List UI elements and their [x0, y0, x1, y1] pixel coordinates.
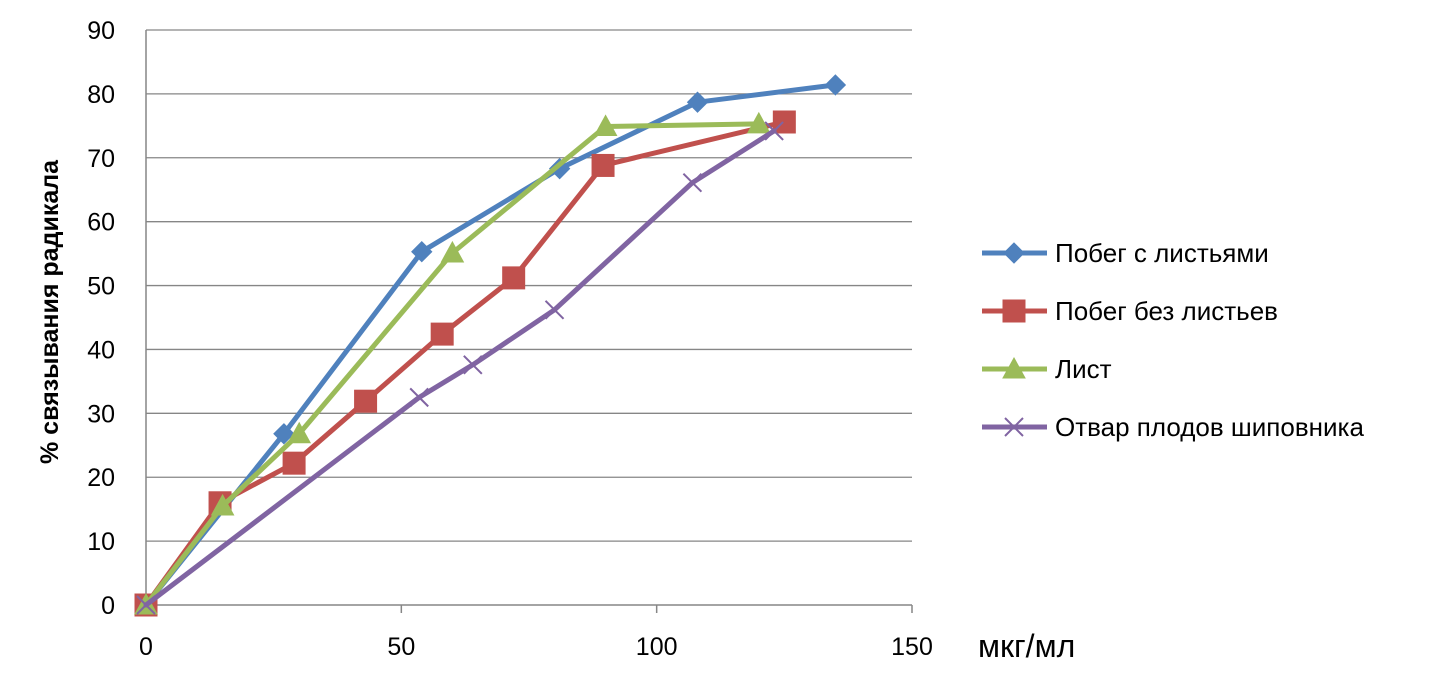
data-point: [544, 300, 565, 320]
data-point: [686, 91, 709, 113]
axes: [145, 30, 913, 613]
data-point: [593, 114, 618, 136]
x-tick-label: 50: [387, 633, 415, 661]
y-tick-label: 80: [87, 81, 115, 109]
x-axis-label: мкг/мл: [978, 628, 1075, 664]
legend-label: Отвар плодов шиповника: [1055, 412, 1364, 442]
x-tick-label: 100: [636, 633, 678, 661]
legend-marker: [1002, 356, 1026, 379]
legend-item: Отвар плодов шиповника: [982, 412, 1364, 442]
series-4: [136, 121, 784, 615]
data-point: [548, 157, 571, 180]
series-lines: [134, 74, 847, 617]
x-tick-labels: 0 50 100 150: [139, 633, 933, 661]
y-tick-label: 70: [87, 145, 115, 173]
data-point: [287, 421, 312, 444]
legend-item: Побег без листьев: [982, 296, 1278, 326]
data-point: [136, 595, 156, 615]
data-point: [764, 121, 784, 141]
data-point: [746, 111, 771, 134]
data-point: [502, 266, 526, 290]
y-tick-label: 60: [87, 209, 115, 237]
legend-marker: [1003, 242, 1025, 264]
y-tick-label: 10: [87, 528, 115, 556]
legend-label: Лист: [1055, 354, 1112, 384]
legend-item: Лист: [982, 354, 1112, 384]
data-point: [354, 389, 378, 413]
legend-label: Побег без листьев: [1055, 296, 1278, 326]
data-point: [463, 355, 483, 375]
data-point: [591, 153, 615, 177]
series-line: [143, 128, 777, 608]
data-point: [210, 493, 235, 516]
data-point: [824, 74, 847, 96]
data-point: [411, 240, 433, 263]
x-tick-label: 0: [139, 633, 153, 661]
gridlines: [146, 29, 912, 542]
data-point: [682, 172, 703, 193]
data-point: [409, 387, 429, 408]
y-tick-label: 30: [87, 400, 115, 428]
y-tick-label: 0: [101, 592, 115, 620]
data-point: [282, 451, 306, 475]
y-tick-labels: 0 10 20 30 40 50 60 70 80 90: [87, 17, 115, 620]
y-axis-label: % связывания радикала: [36, 159, 64, 464]
series-line: [143, 82, 838, 608]
y-tick-label: 50: [87, 273, 115, 301]
x-tick-label: 150: [891, 633, 933, 661]
legend-item: Побег с листьями: [982, 238, 1269, 268]
legend-label: Побег с листьями: [1055, 238, 1269, 268]
legend-marker: [1002, 299, 1026, 323]
data-point: [440, 240, 465, 263]
y-tick-label: 40: [87, 336, 115, 364]
legend-marker: [1004, 417, 1024, 437]
data-point: [273, 423, 295, 445]
y-tick-label: 20: [87, 464, 115, 492]
data-point: [430, 322, 454, 346]
y-tick-label: 90: [87, 17, 115, 45]
legend: Побег с листьями Побег без листьев Лист Отв…: [982, 238, 1364, 442]
series-line: [143, 121, 762, 608]
